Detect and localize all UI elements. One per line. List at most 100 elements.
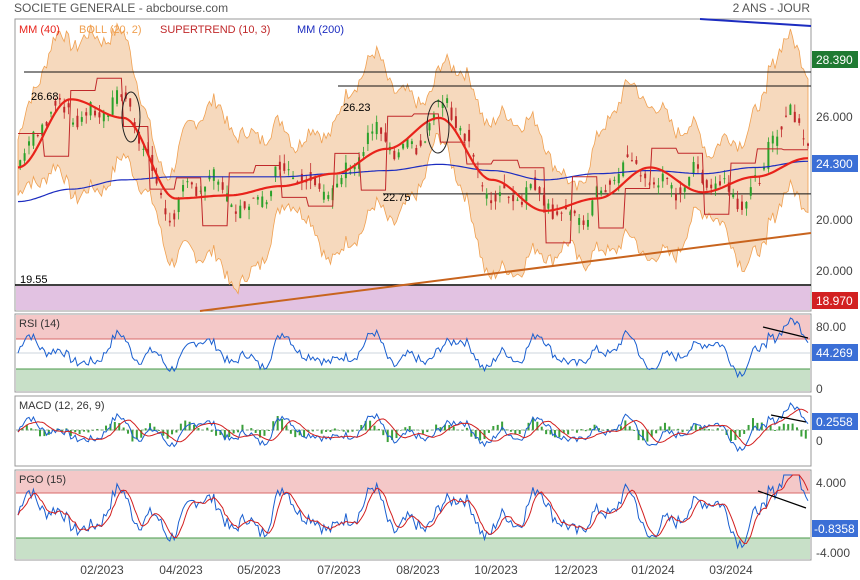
candle-body (534, 177, 537, 190)
pgo-oversold-zone (16, 538, 810, 559)
macd-histogram-bar (443, 424, 446, 431)
candle-body (710, 184, 713, 189)
macd-histogram-bar (197, 428, 200, 431)
candle-body (556, 211, 559, 215)
macd-histogram-bar (122, 427, 125, 431)
macd-histogram-bar (593, 424, 596, 431)
last-price-tag (812, 155, 858, 172)
macd-histogram-bar (747, 424, 750, 431)
macd-histogram-bar (624, 420, 627, 431)
candle-body (160, 192, 163, 195)
candle-body (292, 177, 295, 180)
candle-body (595, 186, 598, 197)
macd-histogram-bar (395, 430, 398, 439)
rsi-oversold-zone (16, 369, 810, 391)
candle-body (525, 187, 528, 202)
macd-title: MACD (12, 26, 9) (19, 400, 105, 412)
trend-line (199, 232, 812, 312)
candle-body (639, 175, 642, 177)
candle-body (468, 129, 471, 142)
macd-histogram-bar (655, 430, 658, 434)
candle-body (617, 174, 620, 184)
candle-body (72, 122, 75, 125)
macd-line (17, 402, 809, 453)
macd-histogram-bar (338, 430, 341, 431)
candle-body (696, 164, 699, 169)
candle-body (67, 103, 70, 108)
candle-body (63, 106, 66, 113)
candle-body (679, 187, 682, 194)
macd-histogram-bar (215, 430, 218, 436)
candle-body (485, 193, 488, 199)
candle-body (798, 118, 801, 123)
candle-body (661, 173, 664, 182)
candle-body (736, 198, 739, 210)
candle-body (498, 192, 501, 196)
candle-body (481, 185, 484, 187)
last-price-tag-text: 24.300 (816, 157, 853, 171)
candle-body (415, 148, 418, 155)
candle-body (221, 182, 224, 190)
candle-body (54, 100, 57, 106)
macd-histogram-bar (272, 421, 275, 431)
y-tick: 20.000 (816, 264, 853, 278)
candle-body (652, 182, 655, 185)
candle-body (340, 177, 343, 185)
candle-body (190, 182, 193, 185)
macd-histogram-bar (773, 430, 776, 431)
macd-histogram-bar (369, 420, 372, 431)
macd-histogram-bar (800, 430, 803, 437)
macd-histogram-bar (408, 426, 411, 431)
candle-body (507, 196, 510, 198)
macd-histogram-bar (184, 420, 187, 431)
macd-histogram-bar (171, 430, 174, 435)
rsi-value-text: 44.269 (816, 346, 853, 360)
candle-body (432, 114, 435, 121)
macd-histogram-bar (333, 428, 336, 431)
macd-histogram-bar (254, 430, 257, 433)
candle-body (657, 185, 660, 188)
macd-histogram-bar (179, 423, 182, 431)
macd-histogram-bar (294, 430, 297, 438)
macd-histogram-bar (760, 422, 763, 431)
candle-body (164, 208, 167, 215)
candle-body (718, 181, 721, 186)
legend-supertrend: SUPERTREND (10, 3) (160, 24, 270, 36)
macd-histogram-bar (228, 430, 231, 437)
macd-histogram-bar (43, 430, 46, 437)
candle-body (758, 183, 761, 185)
candle-body (529, 184, 532, 189)
level-label: 19.55 (20, 274, 48, 286)
macd-histogram-bar (501, 421, 504, 431)
macd-histogram-bar (347, 430, 350, 433)
candle-body (547, 203, 550, 209)
candle-body (107, 114, 110, 117)
candle-body (419, 140, 422, 146)
macd-histogram-bar (219, 430, 222, 436)
macd-histogram-bar (342, 430, 345, 432)
macd-panel: MACD (12, 26, 9) 0.2558 0 (14, 395, 858, 467)
candle-body (600, 190, 603, 194)
candle-body (296, 181, 299, 183)
supertrend-line (18, 77, 808, 244)
level-label: 26.23 (343, 102, 371, 114)
macd-histogram-bar (540, 426, 543, 431)
macd-histogram-bar (74, 430, 77, 433)
candle-body (397, 152, 400, 158)
candle-body (424, 141, 427, 143)
candle-body (494, 194, 497, 202)
candle-body (129, 98, 132, 107)
candle-body (740, 201, 743, 210)
macd-histogram-bar (470, 430, 473, 437)
macd-tick: 0 (816, 434, 823, 448)
macd-histogram-bar (782, 423, 785, 431)
candle-body (767, 141, 770, 169)
x-tick: 03/2024 (709, 563, 753, 577)
candle-body (762, 166, 765, 170)
candle-body (98, 112, 101, 118)
candle-body (569, 211, 572, 216)
macd-histogram-bar (413, 429, 416, 431)
macd-histogram-bar (514, 430, 517, 435)
candle-body (366, 132, 369, 145)
